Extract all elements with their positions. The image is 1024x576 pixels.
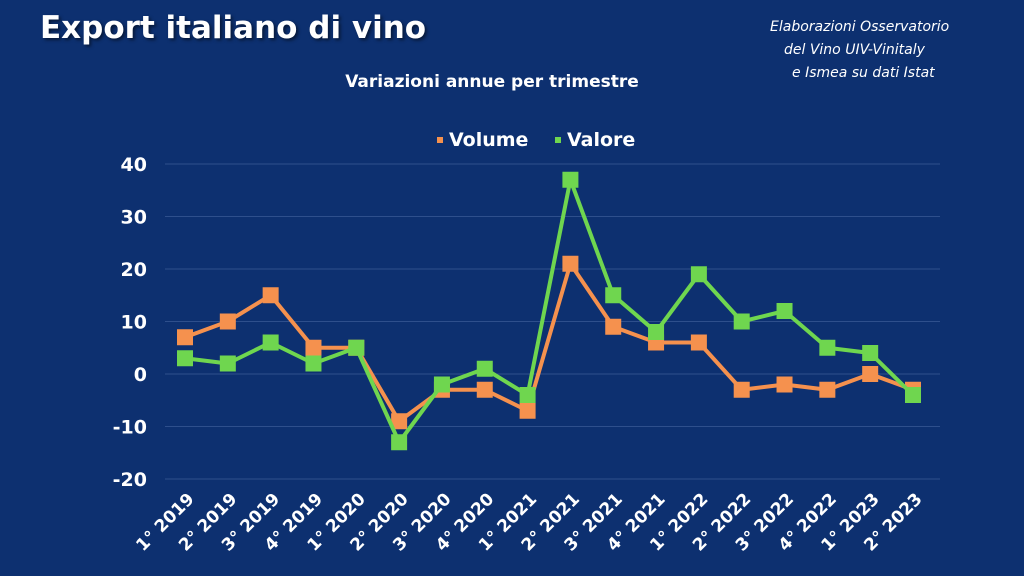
data-point-valore: [819, 339, 836, 356]
source-note: Elaborazioni Osservatorio del Vino UIV-V…: [770, 16, 1010, 85]
data-point-valore: [648, 324, 665, 340]
data-point-volume: [733, 381, 750, 398]
data-point-valore: [391, 434, 408, 451]
data-point-volume: [690, 334, 707, 351]
data-point-valore: [862, 345, 879, 361]
y-tick-label: 40: [121, 154, 147, 176]
data-point-valore: [219, 355, 236, 372]
data-point-valore: [305, 355, 322, 372]
data-point-valore: [690, 266, 707, 283]
data-point-volume: [562, 255, 579, 272]
legend-marker-volume: [437, 137, 443, 143]
chart-subtitle: Variazioni annue per trimestre: [345, 72, 639, 92]
data-point-volume: [177, 329, 193, 346]
data-point-volume: [776, 376, 793, 393]
data-point-valore: [433, 376, 450, 393]
source-line-1: Elaborazioni Osservatorio: [770, 19, 950, 35]
data-point-valore: [476, 360, 493, 377]
data-point-valore: [177, 350, 193, 367]
data-point-valore: [605, 287, 622, 304]
legend-label-valore: Valore: [567, 129, 635, 151]
y-tick-label: 10: [121, 312, 147, 334]
series-valore: [177, 171, 921, 451]
y-tick-label: -20: [113, 469, 147, 491]
data-point-volume: [219, 313, 236, 330]
series-line-valore: [184, 177, 915, 445]
data-point-volume: [862, 366, 879, 382]
data-point-valore: [776, 303, 793, 319]
data-point-volume: [305, 339, 322, 356]
y-tick-label: 30: [121, 207, 147, 229]
legend: Volume Valore: [437, 129, 635, 151]
series-layer: [177, 171, 921, 451]
y-tick-label: -10: [113, 417, 147, 439]
series-volume: [177, 255, 921, 430]
data-point-volume: [391, 413, 408, 430]
y-axis: 40 30 20 10 0 -10 -20: [113, 154, 147, 491]
data-point-volume: [476, 381, 493, 398]
data-point-volume: [605, 318, 622, 335]
data-point-valore: [562, 171, 579, 188]
legend-label-volume: Volume: [449, 129, 528, 151]
data-point-volume: [519, 402, 536, 419]
chart-title: Export italiano di vino: [40, 10, 427, 46]
y-tick-label: 0: [134, 364, 147, 386]
data-point-valore: [905, 387, 921, 403]
data-point-valore: [519, 387, 536, 403]
data-point-valore: [733, 313, 750, 330]
data-point-valore: [262, 334, 279, 351]
y-tick-label: 20: [121, 259, 147, 281]
source-line-2: del Vino UIV-Vinitaly: [784, 42, 925, 58]
source-line-3: e Ismea su dati Istat: [792, 65, 935, 81]
legend-marker-valore: [555, 137, 561, 143]
data-point-volume: [262, 287, 279, 304]
data-point-valore: [348, 339, 365, 356]
data-point-volume: [819, 381, 836, 398]
